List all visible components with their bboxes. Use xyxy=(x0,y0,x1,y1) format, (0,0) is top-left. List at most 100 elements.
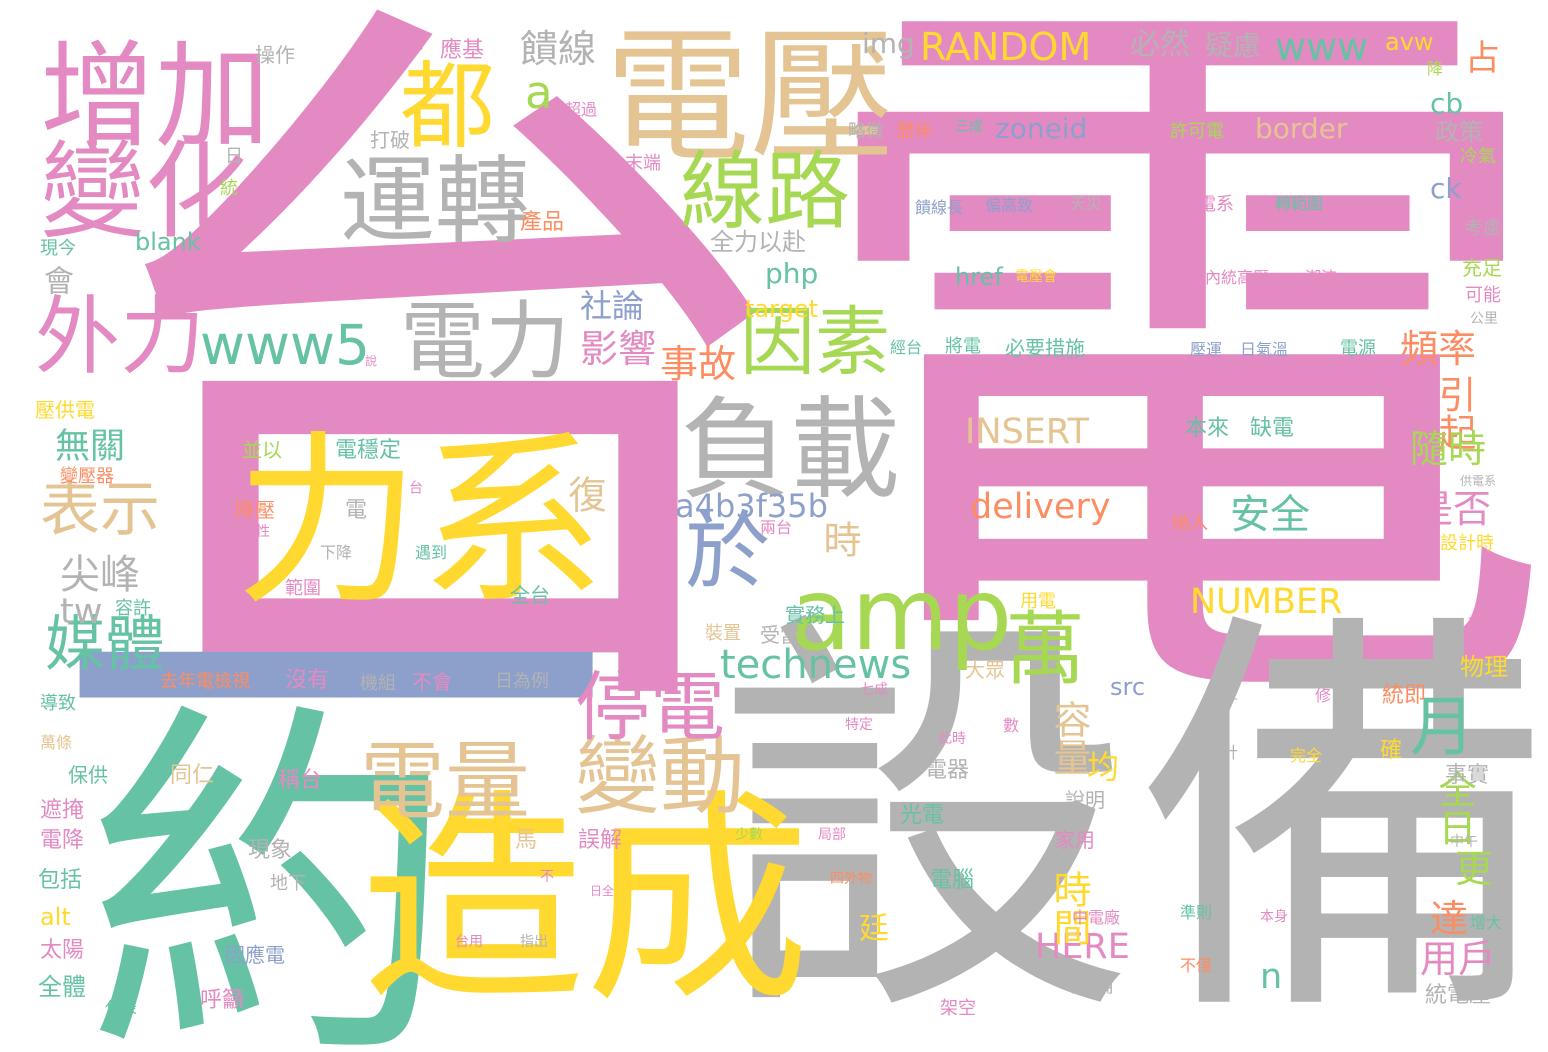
cloud-word: 月 xyxy=(1410,690,1476,765)
cloud-word: 容量 xyxy=(1047,700,1091,776)
cloud-word: 全力以赴 xyxy=(710,228,806,256)
cloud-word: 裝置 xyxy=(705,623,741,644)
cloud-word: 誤解 xyxy=(578,828,623,853)
cloud-word: 並以 xyxy=(242,438,282,462)
cloud-word: 少數 xyxy=(735,827,763,843)
cloud-word: 納入 xyxy=(1172,513,1208,534)
cloud-word: 台 xyxy=(70,0,810,809)
cloud-word: avw xyxy=(1385,28,1434,56)
cloud-word: 萬條 xyxy=(40,733,73,752)
cloud-word: 更 xyxy=(1455,847,1494,891)
cloud-word: 七成 xyxy=(860,682,888,698)
cloud-word: 疑慮 xyxy=(1205,29,1262,62)
cloud-word: 引起 xyxy=(1432,375,1476,451)
cloud-word: 變動 xyxy=(575,728,746,827)
cloud-word: blank xyxy=(135,228,201,256)
cloud-word: 內統高壓 xyxy=(1205,268,1270,287)
cloud-word: 運轉 xyxy=(340,147,531,257)
cloud-word: 必要措施 xyxy=(1005,336,1085,360)
cloud-word: 時 xyxy=(817,520,861,558)
cloud-word: 缺電 xyxy=(1250,416,1295,441)
cloud-word: 度合計 xyxy=(1190,743,1239,762)
cloud-word: 因應電 xyxy=(225,943,285,967)
cloud-word: 統 xyxy=(220,178,238,199)
cloud-word: 特定 xyxy=(845,717,873,733)
cloud-word: 地下 xyxy=(270,873,306,894)
cloud-word: 設計時 xyxy=(1440,533,1494,554)
cloud-word: 增大 xyxy=(1470,913,1503,932)
cloud-word: 包括 xyxy=(38,868,83,893)
cloud-word: 此時 xyxy=(938,731,966,747)
cloud-word: 說明 xyxy=(1065,788,1105,812)
cloud-word: 修 xyxy=(1315,686,1332,705)
cloud-word: 呼籲 xyxy=(200,988,245,1013)
cloud-word: 可能 xyxy=(1465,285,1501,306)
cloud-word: 故障 xyxy=(1468,613,1501,632)
cloud-word: 均 xyxy=(1082,750,1120,782)
cloud-word: 都 xyxy=(400,52,496,162)
cloud-word: 電源 xyxy=(1340,338,1376,359)
cloud-word: 受當 xyxy=(760,623,800,647)
cloud-word: 尖峰 xyxy=(60,552,140,598)
cloud-word: 變壓器 xyxy=(60,466,114,487)
cloud-word: n xyxy=(1260,957,1283,997)
cloud-word: 降 xyxy=(1424,60,1443,76)
cloud-word: 日氣溫 xyxy=(1240,340,1289,359)
cloud-word: 經台 xyxy=(890,338,923,357)
cloud-word: 不僅 xyxy=(1180,956,1213,975)
cloud-word: 復 xyxy=(562,475,606,513)
cloud-word: 轉範圍 xyxy=(1275,194,1324,213)
cloud-word: 同仁 xyxy=(170,763,215,788)
cloud-word: 降壓 xyxy=(235,498,275,522)
cloud-word: 末端 xyxy=(625,153,661,174)
cloud-word: 天災 xyxy=(1070,194,1103,213)
cloud-word: 現今 xyxy=(40,238,76,259)
cloud-word: 機組 xyxy=(360,673,396,694)
cloud-word: 保供 xyxy=(68,763,108,787)
cloud-word: 占 xyxy=(1465,39,1501,79)
cloud-word: 無關 xyxy=(55,427,126,467)
cloud-word: 必然 xyxy=(1130,27,1190,62)
cloud-word: 日全 xyxy=(590,884,615,898)
cloud-word: 不 xyxy=(540,869,554,885)
cloud-word: 全體 xyxy=(38,973,86,1001)
cloud-word: 略微 xyxy=(848,121,884,142)
cloud-word: NUMBER xyxy=(1190,582,1343,622)
cloud-word: target xyxy=(745,295,818,323)
cloud-word: 台 xyxy=(407,480,423,494)
cloud-word: 媒體 xyxy=(45,610,165,680)
cloud-word: 線路 xyxy=(680,143,851,242)
cloud-word: 遮掩 xyxy=(40,798,85,823)
cloud-word: 遇到 xyxy=(415,543,448,562)
cloud-word: 指出 xyxy=(520,934,548,950)
cloud-word: 壓運 xyxy=(1190,340,1223,359)
cloud-word: 日為例 xyxy=(495,671,549,692)
cloud-word: 外力 xyxy=(35,288,206,387)
cloud-word: 電穩定 xyxy=(335,438,402,463)
cloud-word: 影響 xyxy=(580,327,657,371)
cloud-word: 充足 xyxy=(1462,256,1502,280)
cloud-word: 現象 xyxy=(248,838,293,863)
cloud-word: 統即 xyxy=(1382,683,1427,708)
cloud-word: 供電系 xyxy=(1460,474,1497,488)
cloud-word: 社論 xyxy=(580,287,645,325)
cloud-word: 會 xyxy=(38,265,73,295)
cloud-word: 電量 xyxy=(360,733,531,832)
cloud-word: 政策 xyxy=(1435,118,1483,146)
cloud-word: 配電系 xyxy=(1180,194,1234,215)
cloud-word: 台用 xyxy=(455,934,483,950)
cloud-word: 廷 xyxy=(853,912,888,942)
cloud-word: 力系 xyxy=(235,414,605,630)
cloud-word: 冷氣 xyxy=(1460,146,1496,167)
cloud-word: 電 xyxy=(800,0,1548,807)
cloud-word: 去年電檢視 xyxy=(160,671,250,692)
cloud-word: 許可電 xyxy=(1170,121,1224,142)
cloud-word: 公里 xyxy=(1470,311,1498,327)
cloud-word: 電器 xyxy=(925,758,970,783)
cloud-word: 用戶 xyxy=(1420,937,1497,981)
cloud-word: 架空 xyxy=(940,998,976,1019)
cloud-word: 供電 xyxy=(395,37,423,53)
cloud-word: 超過 xyxy=(565,100,598,119)
cloud-word: 歷年 xyxy=(897,121,933,142)
